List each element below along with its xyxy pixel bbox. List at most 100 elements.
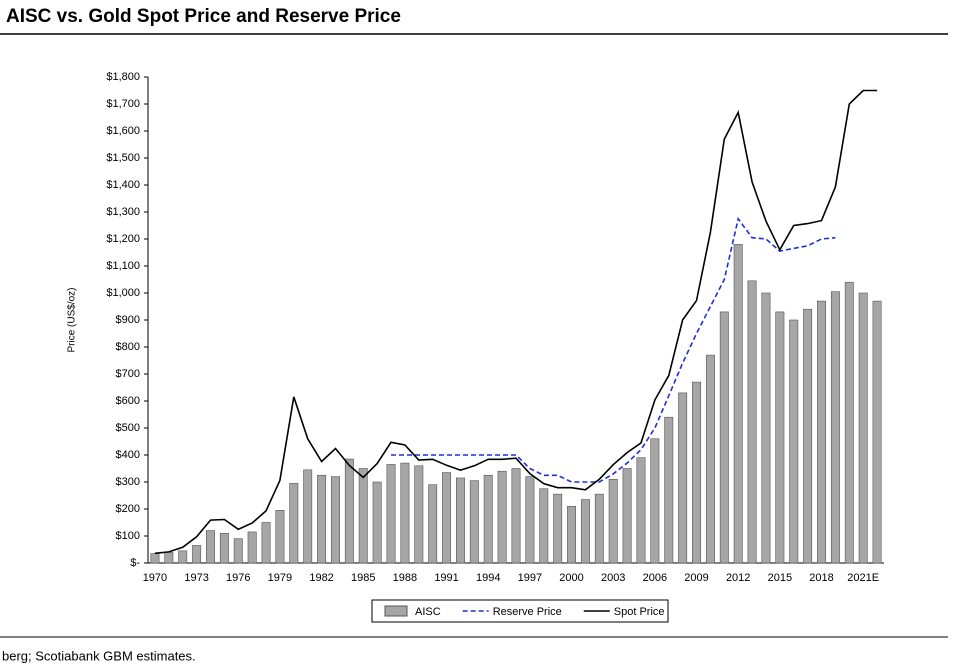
legend-label: Spot Price	[614, 606, 665, 618]
y-tick-label: $300	[116, 476, 140, 488]
bar	[442, 472, 452, 564]
bar	[275, 510, 285, 564]
y-tick-label: $1,300	[106, 206, 140, 218]
bar	[219, 532, 229, 564]
y-tick-label: $-	[130, 557, 140, 569]
bar	[719, 311, 729, 564]
bar	[761, 292, 771, 564]
bar	[594, 493, 604, 564]
bar	[497, 470, 507, 564]
bar	[303, 469, 313, 564]
bar	[844, 281, 854, 564]
y-tick-label: $200	[116, 503, 140, 515]
bar	[872, 300, 882, 564]
bar	[803, 308, 813, 564]
bar	[650, 438, 660, 564]
bar	[414, 465, 424, 564]
x-tick-label: 2012	[726, 572, 750, 584]
y-tick-label: $1,400	[106, 179, 140, 191]
x-tick-label: 1985	[351, 572, 375, 584]
bar	[775, 311, 785, 564]
x-tick-label: 1970	[143, 572, 167, 584]
bar	[636, 457, 646, 564]
legend-label: AISC	[415, 606, 441, 618]
chart-title: AISC vs. Gold Spot Price and Reserve Pri…	[6, 6, 401, 27]
bar	[469, 480, 479, 564]
bar	[483, 474, 493, 564]
bar	[455, 477, 465, 564]
legend-box	[371, 599, 669, 623]
bar	[817, 300, 826, 564]
bar	[567, 505, 577, 564]
bar	[206, 530, 215, 564]
x-tick-label: 1994	[476, 572, 500, 584]
bar	[678, 392, 688, 564]
y-tick-label: $100	[116, 530, 140, 542]
y-tick-label: $1,500	[106, 152, 140, 164]
x-tick-label: 1979	[268, 572, 292, 584]
x-tick-label: 1973	[184, 572, 208, 584]
y-tick-label: $1,600	[106, 125, 140, 137]
legend-swatch	[384, 605, 408, 617]
bar	[664, 416, 674, 564]
x-tick-label: 2000	[559, 572, 583, 584]
bar	[317, 474, 327, 564]
y-tick-label: $500	[116, 422, 140, 434]
y-tick-label: $1,700	[106, 98, 140, 110]
x-tick-label: 2006	[643, 572, 667, 584]
x-tick-label: 2015	[768, 572, 792, 584]
bar	[539, 488, 549, 564]
bar	[525, 476, 535, 564]
bar	[580, 499, 590, 564]
bar	[247, 531, 257, 564]
y-tick-label: $900	[116, 314, 140, 326]
bar	[386, 464, 396, 564]
bar	[553, 493, 563, 564]
bar	[178, 550, 188, 564]
bar	[150, 553, 160, 564]
x-tick-label: 1991	[434, 572, 458, 584]
line-series	[154, 89, 878, 555]
y-axis-label: Price (US$/oz)	[67, 287, 78, 352]
x-tick-label: 1988	[393, 572, 417, 584]
bar	[164, 551, 174, 564]
source-note: berg; Scotiabank GBM estimates.	[2, 648, 196, 663]
bar	[233, 538, 243, 564]
line-series	[391, 216, 836, 483]
bar	[261, 522, 271, 564]
bar	[289, 483, 299, 564]
bar	[428, 484, 438, 564]
bar	[358, 468, 368, 564]
y-tick-label: $1,800	[106, 71, 140, 83]
x-tick-label: 1982	[309, 572, 333, 584]
bar	[830, 291, 840, 564]
x-tick-label: 1997	[518, 572, 542, 584]
y-tick-label: $800	[116, 341, 140, 353]
bar	[622, 468, 632, 564]
y-tick-label: $600	[116, 395, 140, 407]
bar	[344, 458, 354, 564]
bar	[789, 319, 799, 564]
x-tick-label: 1976	[226, 572, 250, 584]
y-tick-label: $1,200	[106, 233, 140, 245]
legend-label: Reserve Price	[493, 606, 562, 618]
x-tick-label: 2021E	[847, 572, 879, 584]
bar	[331, 476, 340, 564]
bar	[372, 481, 382, 564]
bar	[692, 381, 701, 564]
bar	[705, 354, 715, 564]
bar	[400, 462, 410, 564]
bar	[511, 468, 521, 564]
y-tick-label: $400	[116, 449, 140, 461]
y-tick-label: $700	[116, 368, 140, 380]
x-tick-label: 2018	[809, 572, 833, 584]
x-tick-label: 2009	[684, 572, 708, 584]
bar	[733, 244, 743, 564]
bar	[747, 280, 757, 564]
y-tick-label: $1,000	[106, 287, 140, 299]
bar	[192, 545, 202, 564]
bar	[608, 478, 618, 564]
y-tick-label: $1,100	[106, 260, 140, 272]
x-tick-label: 2003	[601, 572, 625, 584]
